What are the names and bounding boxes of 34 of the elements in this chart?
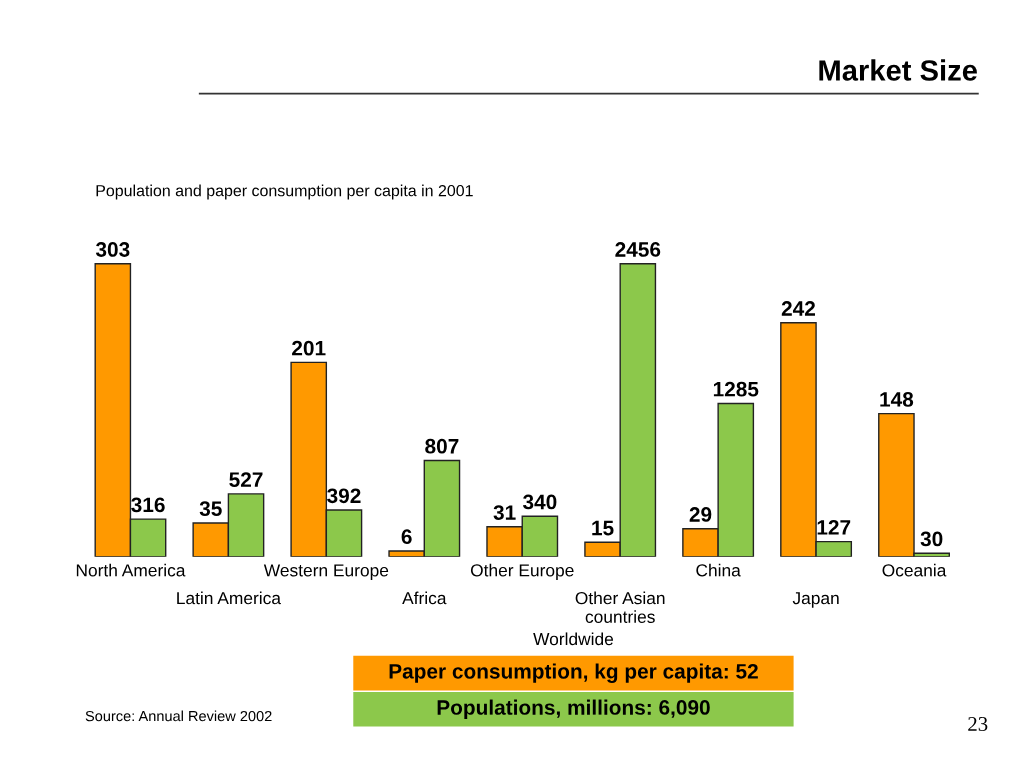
data-label: 340 [522,494,557,510]
text: 23 [968,716,988,731]
data-label: 316 [131,497,165,513]
data-label: 6 [401,529,412,545]
data-label: 15 [592,520,614,536]
legend-title: Worldwide [533,632,614,646]
data-label: 2456 [615,242,661,257]
data-label: 242 [781,301,815,316]
data-label: 148 [880,392,914,407]
data-label: 127 [817,520,851,535]
data-label: 807 [425,438,459,454]
data-label: 201 [292,340,326,356]
data-label: 392 [327,488,361,504]
data-label: 29 [689,507,712,522]
text: Populations, millions: 6,090 [437,699,710,719]
text: Paper consumption, kg per capita: 52 [389,663,758,683]
x-tick-label: Western Europe [263,564,389,580]
x-tick-label: Oceania [882,563,947,577]
chart-subtitle: Population and paper consumption per capita in 2001 [96,184,473,200]
x-tick-label: North America [76,563,186,577]
data-label: 527 [229,472,263,488]
data-label: 35 [199,501,222,517]
x-tick-label: Africa [402,591,447,605]
x-tick-label: Other Asian countries [575,591,665,623]
data-label: 31 [493,505,516,520]
data-label: 1285 [713,381,759,397]
data-label: 30 [920,531,943,547]
x-tick-label: China [696,563,741,577]
chart-title: Market Size [819,59,977,81]
x-tick-label: Latin America [177,591,281,605]
x-tick-label: Japan [792,592,839,608]
data-label: 303 [95,242,130,257]
source-note: Source: Annual Review 2002 [85,710,272,722]
x-tick-label: Other Europe [470,563,574,580]
